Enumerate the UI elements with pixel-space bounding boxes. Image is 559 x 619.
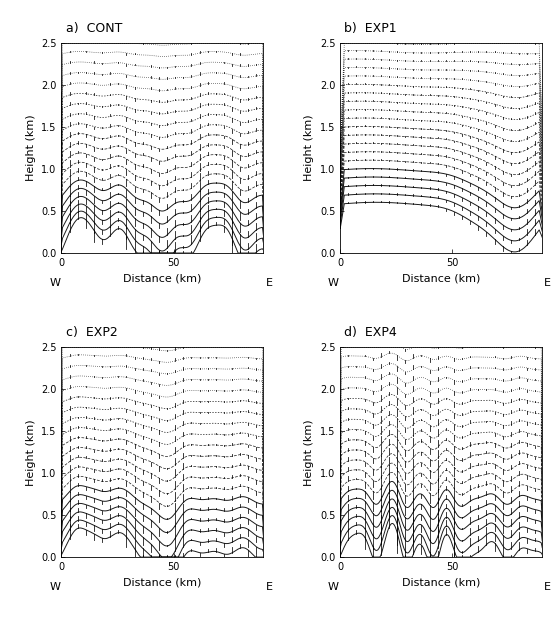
Text: E: E — [266, 278, 272, 288]
Text: W: W — [49, 278, 60, 288]
Y-axis label: Height (km): Height (km) — [304, 419, 314, 485]
Text: E: E — [544, 278, 551, 288]
Text: W: W — [49, 582, 60, 592]
Text: W: W — [328, 582, 339, 592]
X-axis label: Distance (km): Distance (km) — [124, 274, 202, 284]
Text: b)  EXP1: b) EXP1 — [344, 22, 397, 35]
X-axis label: Distance (km): Distance (km) — [124, 578, 202, 587]
Y-axis label: Height (km): Height (km) — [26, 419, 36, 485]
Text: E: E — [266, 582, 272, 592]
Text: c)  EXP2: c) EXP2 — [65, 326, 117, 339]
Text: a)  CONT: a) CONT — [65, 22, 122, 35]
X-axis label: Distance (km): Distance (km) — [402, 578, 480, 587]
Text: E: E — [544, 582, 551, 592]
X-axis label: Distance (km): Distance (km) — [402, 274, 480, 284]
Text: d)  EXP4: d) EXP4 — [344, 326, 397, 339]
Y-axis label: Height (km): Height (km) — [26, 115, 36, 181]
Y-axis label: Height (km): Height (km) — [304, 115, 314, 181]
Text: W: W — [328, 278, 339, 288]
